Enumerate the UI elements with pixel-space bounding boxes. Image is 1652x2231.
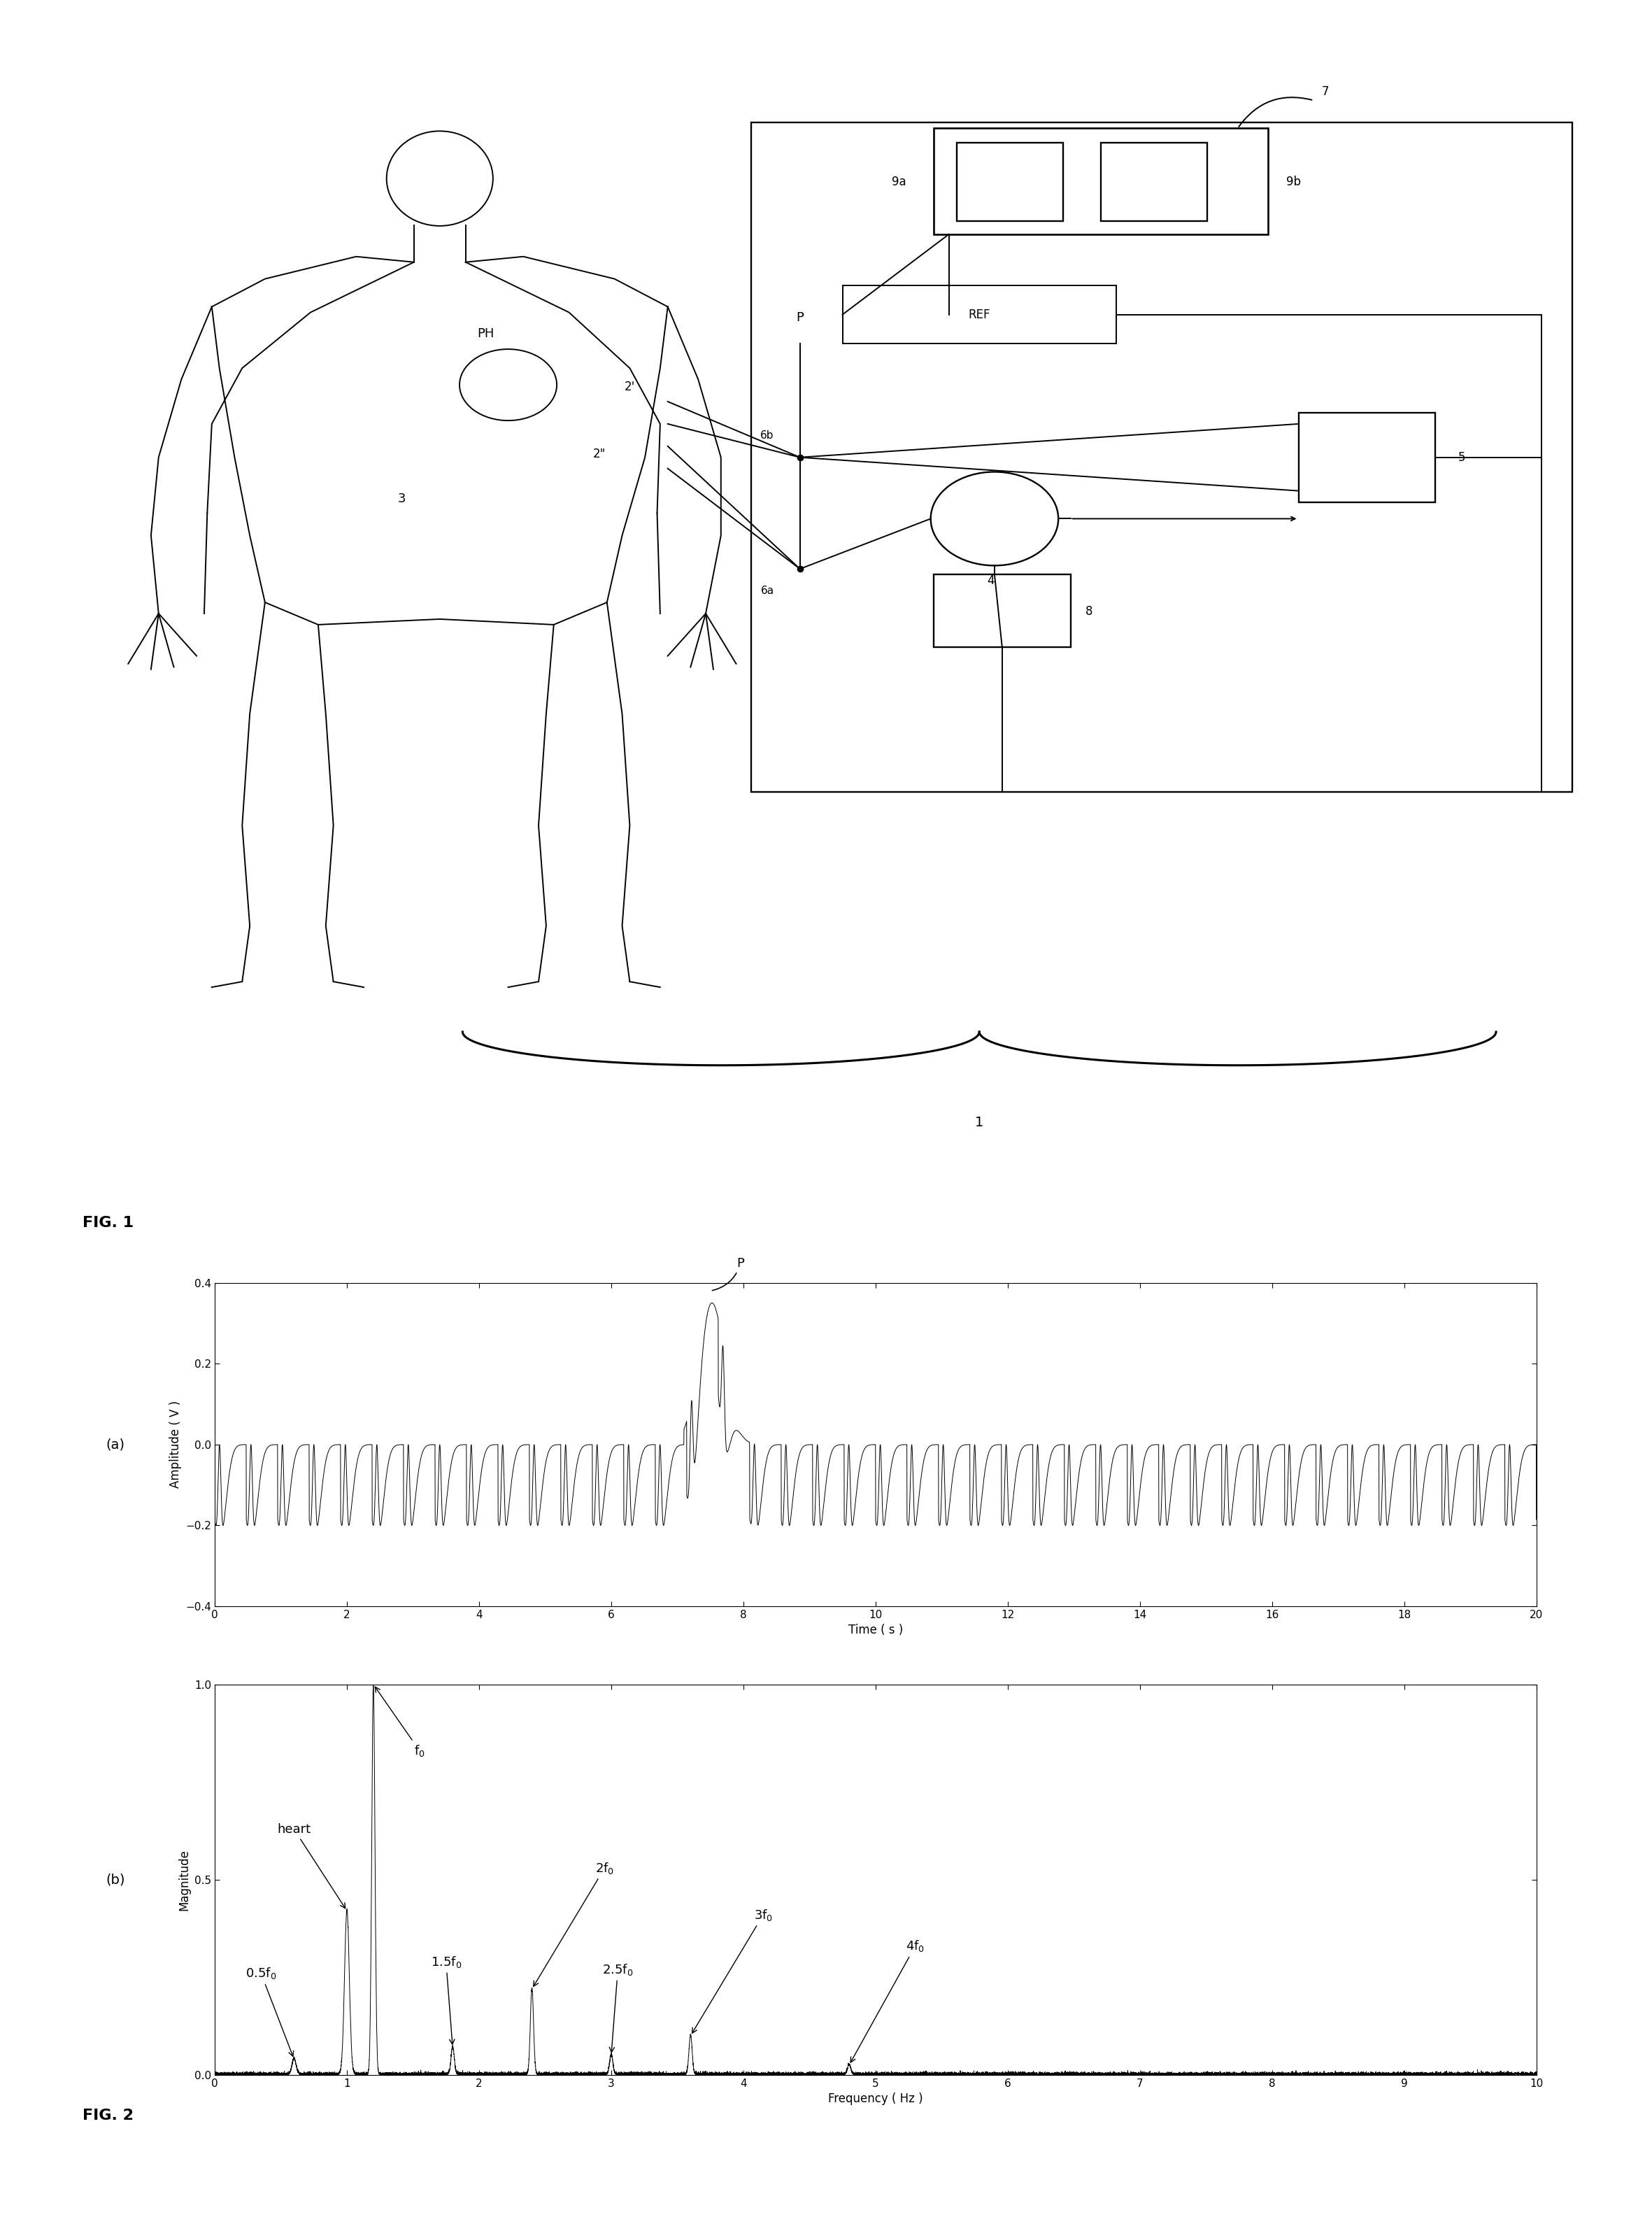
- Text: (b): (b): [106, 1874, 126, 1885]
- Y-axis label: Amplitude ( V ): Amplitude ( V ): [169, 1401, 182, 1488]
- Text: 9a: 9a: [892, 176, 907, 187]
- Bar: [933, 576, 1070, 647]
- Text: REF: REF: [968, 308, 990, 321]
- Text: 2.5f$_0$: 2.5f$_0$: [603, 1961, 633, 2053]
- Bar: [1100, 143, 1208, 221]
- Text: 5: 5: [1459, 451, 1465, 464]
- Text: 1.5f$_0$: 1.5f$_0$: [431, 1954, 461, 2044]
- X-axis label: Time ( s ): Time ( s ): [847, 1624, 904, 1638]
- Text: 7: 7: [1322, 85, 1328, 98]
- Text: 2f$_0$: 2f$_0$: [534, 1861, 615, 1986]
- Text: heart: heart: [278, 1823, 345, 1908]
- Text: 3: 3: [398, 493, 406, 504]
- Bar: [957, 143, 1062, 221]
- Text: 0.5f$_0$: 0.5f$_0$: [246, 1966, 294, 2057]
- Text: f$_0$: f$_0$: [375, 1687, 425, 1758]
- Text: P: P: [796, 312, 805, 323]
- Text: 6a: 6a: [762, 587, 775, 596]
- Bar: [1298, 413, 1436, 502]
- Text: 1: 1: [975, 1116, 983, 1129]
- Text: 4f$_0$: 4f$_0$: [851, 1939, 925, 2061]
- Text: 3f$_0$: 3f$_0$: [692, 1908, 773, 2032]
- Y-axis label: Magnitude: Magnitude: [178, 1849, 190, 1910]
- Text: PH: PH: [477, 328, 494, 341]
- Text: 2': 2': [624, 382, 634, 393]
- Text: P: P: [712, 1256, 745, 1290]
- Bar: [933, 129, 1269, 234]
- Text: 2": 2": [593, 448, 606, 460]
- Text: 4: 4: [988, 576, 995, 587]
- Text: 8: 8: [1085, 605, 1094, 618]
- Text: (a): (a): [106, 1439, 126, 1450]
- Text: 9b: 9b: [1287, 176, 1302, 187]
- X-axis label: Frequency ( Hz ): Frequency ( Hz ): [828, 2093, 923, 2106]
- Text: FIG. 1: FIG. 1: [83, 1216, 134, 1229]
- Text: FIG. 2: FIG. 2: [83, 2108, 134, 2122]
- Bar: [843, 286, 1117, 344]
- Text: 6b: 6b: [760, 431, 775, 442]
